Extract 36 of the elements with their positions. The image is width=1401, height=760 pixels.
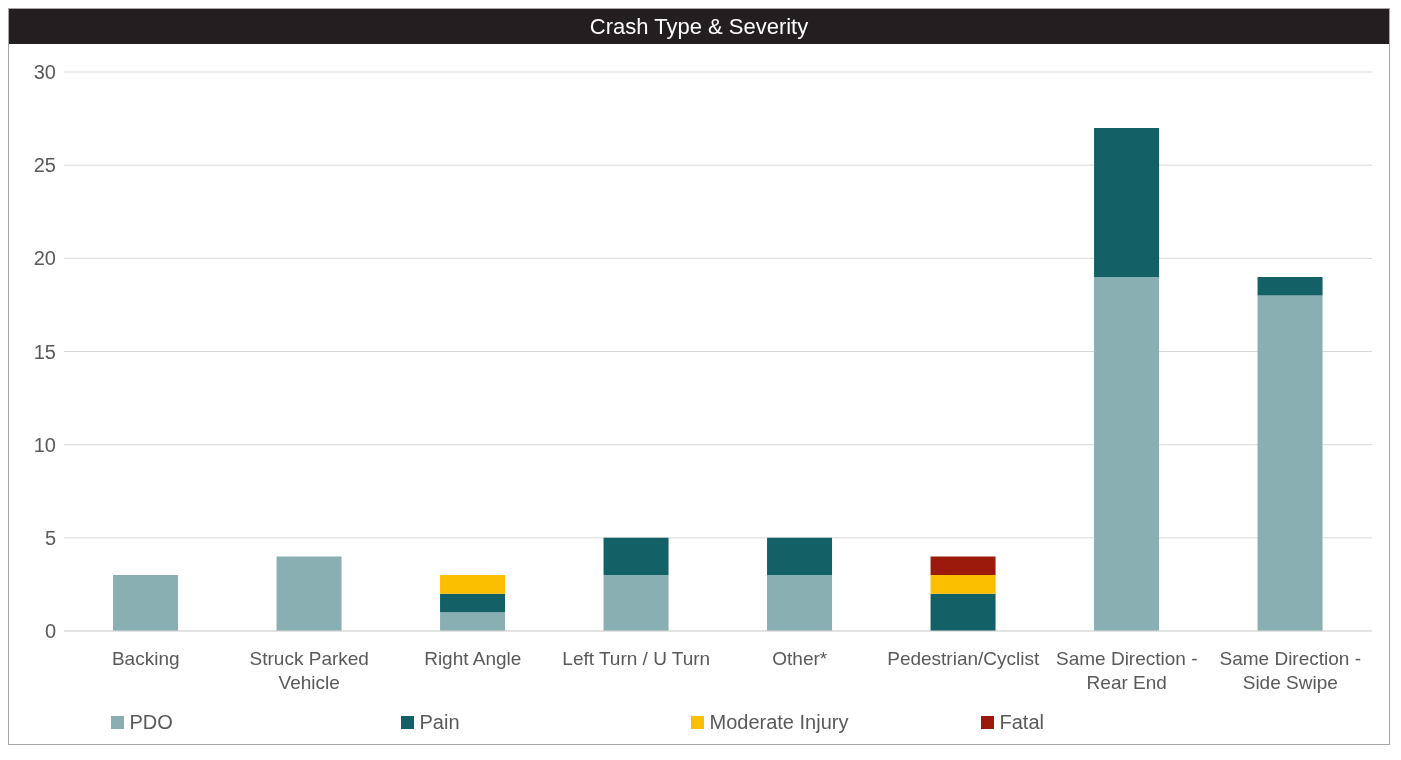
chart-title: Crash Type & Severity [9, 9, 1389, 44]
x-tick-label: Right Angle [424, 648, 522, 669]
y-tick-label: 20 [33, 247, 56, 270]
x-tick-label: Backing [111, 648, 180, 669]
bar [1257, 295, 1323, 631]
bar [930, 575, 996, 594]
y-tick-label: 25 [33, 154, 56, 177]
bar [1094, 127, 1160, 277]
bar [930, 593, 996, 631]
x-tick-label: Struck Parked Vehicle [249, 648, 369, 693]
bar [767, 575, 833, 631]
x-tick-label: Left Turn / U Turn [562, 648, 711, 669]
legend-label: PDO [129, 711, 173, 734]
bar [440, 612, 506, 631]
bar [603, 537, 669, 576]
bar [767, 537, 833, 576]
legend-label: Moderate Injury [709, 711, 849, 734]
legend-label: Fatal [999, 711, 1044, 734]
bar [603, 575, 669, 631]
bar [440, 575, 506, 594]
y-tick-label: 5 [44, 526, 56, 549]
y-tick-label: 30 [33, 61, 56, 84]
y-tick-label: 15 [33, 340, 56, 363]
bar [113, 575, 179, 631]
x-tick-label: Same Direction - Side Swipe [1219, 648, 1361, 693]
bar [1094, 276, 1160, 631]
bar [1257, 276, 1323, 296]
y-tick-label: 0 [44, 620, 56, 643]
x-tick-label: Other* [772, 648, 828, 669]
x-tick-label: Same Direction - Rear End [1056, 648, 1198, 693]
x-tick-label: Pedestrian/Cyclist [887, 648, 1040, 669]
legend-label: Pain [419, 711, 460, 734]
bar [930, 556, 996, 576]
bar [440, 593, 506, 613]
bar [276, 556, 342, 631]
y-tick-label: 10 [33, 433, 56, 456]
